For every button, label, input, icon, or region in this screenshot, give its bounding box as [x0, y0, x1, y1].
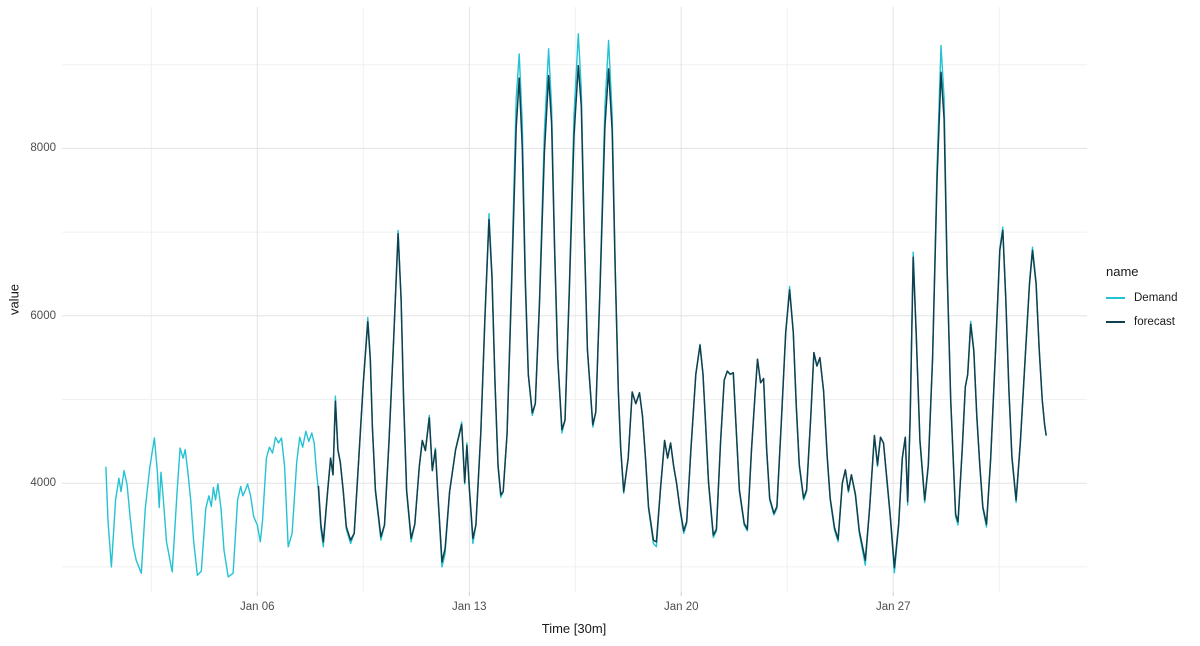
series-line-forecast	[317, 64, 1047, 569]
legend: name Demand forecast	[1106, 264, 1198, 340]
y-tick-label: 6000	[30, 309, 56, 322]
x-tick-label: Jan 20	[663, 601, 699, 613]
x-tick-label: Jan 06	[240, 601, 275, 613]
legend-item-demand: Demand	[1106, 292, 1198, 304]
x-axis-title: Time [30m]	[541, 621, 607, 636]
y-tick-label: 4000	[30, 477, 56, 490]
forecast-line-swatch-icon	[1106, 321, 1125, 323]
x-tick-label: Jan 27	[875, 601, 911, 613]
legend-title: name	[1106, 264, 1139, 279]
legend-item-forecast: forecast	[1106, 316, 1198, 328]
x-tick-label: Jan 13	[452, 601, 487, 613]
y-tick-label: 8000	[30, 142, 56, 155]
demand-line-swatch-icon	[1106, 297, 1125, 299]
y-axis-title: value	[6, 283, 22, 316]
legend-label-demand: Demand	[1134, 292, 1178, 304]
legend-label-forecast: forecast	[1134, 316, 1175, 328]
